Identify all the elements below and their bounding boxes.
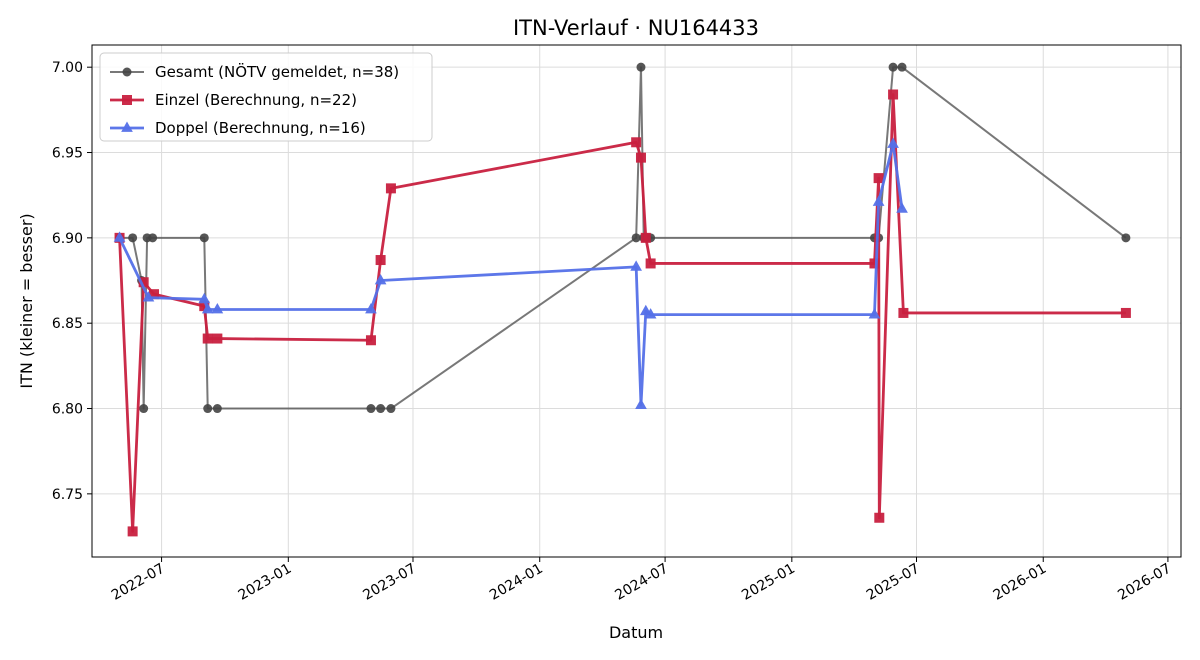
axis-layer: 2022-07 2023-01 2023-07 2024-01 2024-07 2025-…	[52, 60, 1174, 604]
data-point-doppel	[374, 274, 387, 285]
data-point-doppel	[887, 137, 899, 148]
data-point-doppel	[872, 195, 885, 206]
series-line-doppel	[118, 142, 904, 407]
x-tick-label: 2024-07	[612, 561, 671, 604]
data-point-einzel	[202, 333, 213, 344]
data-point-gesamt	[897, 62, 907, 72]
x-tick-label: 2023-07	[360, 561, 419, 604]
data-point-gesamt	[148, 233, 158, 243]
x-tick-label: 2023-01	[236, 561, 295, 604]
x-tick-label: 2024-01	[487, 561, 546, 604]
data-point-doppel	[113, 231, 126, 242]
data-point-doppel	[198, 292, 211, 304]
y-tick-label: 6.75	[52, 487, 83, 503]
data-point-doppel	[630, 260, 643, 271]
data-point-gesamt	[203, 404, 213, 414]
series-layer	[113, 62, 1131, 537]
data-point-einzel	[869, 258, 880, 269]
legend: Gesamt (NÖTV gemeldet, n=38) Einzel (Bere…	[99, 52, 433, 142]
legend-box	[99, 52, 433, 142]
x-tick-label: 2026-07	[1115, 561, 1174, 604]
legend-swatch-marker	[121, 121, 133, 132]
y-tick-label: 7.00	[52, 60, 83, 76]
legend-swatch-marker	[122, 95, 132, 105]
data-point-gesamt	[386, 404, 396, 414]
data-point-einzel	[635, 152, 646, 163]
legend-item-doppel: Doppel (Berechnung, n=16)	[110, 119, 366, 137]
x-tick-label: 2026-01	[991, 561, 1050, 604]
data-point-gesamt	[139, 404, 149, 414]
legend-label: Gesamt (NÖTV gemeldet, n=38)	[155, 62, 399, 81]
data-point-einzel	[385, 183, 396, 194]
data-point-einzel	[212, 333, 223, 344]
data-point-doppel	[868, 308, 881, 319]
data-point-doppel	[644, 308, 657, 319]
data-point-doppel	[896, 202, 908, 213]
data-point-gesamt	[1121, 233, 1131, 243]
series-einzel	[114, 89, 1131, 537]
data-point-doppel	[142, 291, 155, 302]
series-doppel	[113, 137, 908, 410]
plot-frame	[91, 44, 1182, 558]
x-tick-label: 2025-01	[739, 561, 798, 604]
legend-swatch-marker	[122, 67, 132, 77]
x-tick-label: 2025-07	[864, 561, 923, 604]
y-tick-label: 6.95	[52, 146, 83, 162]
data-point-gesamt	[366, 404, 376, 414]
y-tick-label: 6.90	[52, 231, 83, 247]
data-point-einzel	[127, 526, 138, 537]
data-point-gesamt	[888, 62, 898, 72]
data-point-einzel	[631, 137, 642, 148]
data-point-einzel	[148, 289, 159, 300]
data-point-einzel	[873, 173, 884, 184]
data-point-doppel	[635, 398, 647, 410]
x-axis-label: Datum	[609, 623, 663, 642]
data-point-einzel	[640, 232, 651, 243]
chart-title: ITN-Verlauf · NU164433	[513, 16, 759, 40]
data-point-gesamt	[631, 233, 641, 243]
data-point-einzel	[888, 89, 899, 100]
y-tick-label: 6.80	[52, 402, 83, 418]
legend-item-gesamt: Gesamt (NÖTV gemeldet, n=38)	[110, 62, 399, 81]
legend-item-einzel: Einzel (Berechnung, n=22)	[110, 91, 357, 109]
legend-label: Einzel (Berechnung, n=22)	[155, 91, 357, 109]
data-point-gesamt	[128, 233, 138, 243]
data-point-einzel	[138, 277, 149, 288]
data-point-gesamt	[636, 62, 646, 72]
data-point-einzel	[375, 255, 386, 266]
legend-label: Doppel (Berechnung, n=16)	[155, 119, 366, 137]
series-line-einzel	[118, 93, 1126, 533]
data-point-gesamt	[212, 404, 222, 414]
y-tick-label: 6.85	[52, 316, 83, 332]
data-point-einzel	[645, 258, 656, 269]
x-tick-label: 2022-07	[109, 561, 168, 604]
data-point-doppel	[201, 303, 214, 314]
y-axis-label: ITN (kleiner = besser)	[17, 213, 36, 388]
data-point-einzel	[199, 301, 210, 312]
data-point-einzel	[1120, 307, 1131, 318]
data-point-doppel	[211, 303, 224, 314]
data-point-gesamt	[376, 404, 386, 414]
data-point-doppel	[365, 303, 377, 314]
data-point-einzel	[874, 512, 885, 523]
data-point-einzel	[365, 335, 376, 346]
data-point-einzel	[898, 307, 909, 318]
data-point-gesamt	[199, 233, 209, 243]
